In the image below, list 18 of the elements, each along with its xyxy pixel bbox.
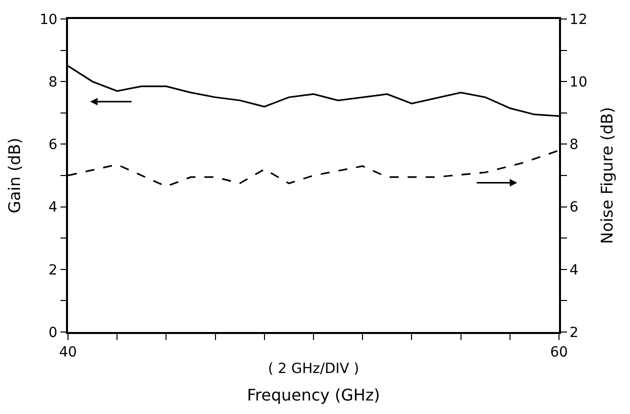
y2-tick-label: 10	[570, 74, 588, 90]
y2-tick-label: 8	[570, 137, 578, 154]
y-tick-label: 8	[48, 74, 58, 90]
x-tick-label: 40	[59, 344, 77, 361]
y-tick-label: 6	[48, 137, 58, 154]
y2-tick-label: 4	[570, 262, 579, 278]
text: ( 2 GHz/DIV )	[268, 361, 360, 377]
y-axis-title: Gain (dB)	[5, 138, 24, 214]
y-tick-label: 0	[48, 324, 58, 341]
y2-axis-title: Noise Figure (dB)	[598, 106, 617, 244]
y2-tick-label: 2	[570, 324, 578, 341]
y2-tick-label: 12	[570, 12, 588, 28]
x-axis-title: Frequency (GHz)	[246, 386, 380, 405]
x-tick-label: 60	[550, 344, 568, 361]
y-tick-label: 10	[40, 12, 58, 28]
y-tick-label: 2	[48, 262, 58, 278]
y2-tick-label: 6	[570, 200, 579, 216]
y-tick-label: 4	[48, 200, 58, 216]
